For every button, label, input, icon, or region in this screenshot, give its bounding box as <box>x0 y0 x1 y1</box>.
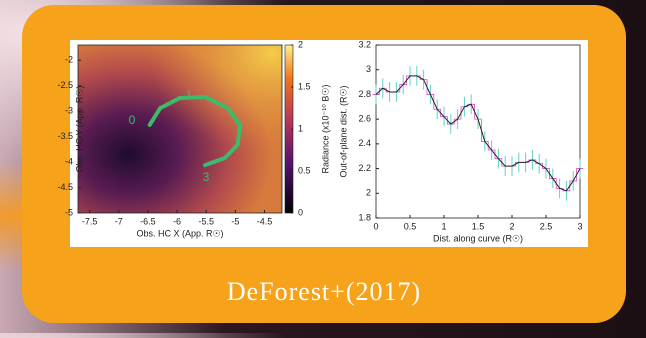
colorbar-tick-label: 2 <box>298 39 303 49</box>
curve-label: 1 <box>186 88 193 102</box>
colorbar-tick-label: 1 <box>298 123 303 133</box>
heatmap-glow <box>78 45 282 213</box>
colorbar-tick-label: 0 <box>298 207 303 217</box>
x-axis-label: Obs. HC X (App. R☉) <box>136 228 223 238</box>
y-tick-label: 2.8 <box>358 89 371 99</box>
y-tick-label: 3 <box>366 64 371 74</box>
y-tick-label: -4.5 <box>57 182 73 192</box>
x-tick-label: 1 <box>441 221 446 231</box>
x-tick-label: -7.5 <box>82 216 98 226</box>
y-tick-label: -2.5 <box>57 80 73 90</box>
colorbar-label: Radiance (x10⁻¹⁰ B☉) <box>320 85 330 174</box>
x-tick-label: 1.5 <box>472 221 485 231</box>
x-axis-label: Dist. along curve (R☉) <box>433 233 523 243</box>
caption: DeForest+(2017) <box>227 277 421 306</box>
y-tick-label: 2.4 <box>358 138 371 148</box>
y-tick-label: -2 <box>65 55 73 65</box>
y-tick-label: 2 <box>366 188 371 198</box>
x-tick-label: 0.5 <box>404 221 417 231</box>
x-tick-label: -7 <box>115 216 123 226</box>
curve-label: 3 <box>203 170 210 184</box>
y-tick-label: 2.6 <box>358 114 371 124</box>
curve-label: 2 <box>237 119 244 133</box>
y-tick-label: 2.2 <box>358 163 371 173</box>
y-axis-label: Out-of-plane dist. (R☉) <box>338 85 348 177</box>
x-tick-label: -5 <box>231 216 239 226</box>
colorbar-tick-label: 0.5 <box>298 165 311 175</box>
x-tick-label: -5.5 <box>198 216 214 226</box>
x-tick-label: 3 <box>577 221 582 231</box>
page: DeForest+(2017) -7.5 -7 -6.5 -6 -5.5 -5 -4.5 -2… <box>0 0 646 333</box>
y-tick-label: 1.8 <box>358 212 371 222</box>
curve-label: 0 <box>129 113 136 127</box>
colorbar-tick-label: 1.5 <box>298 81 311 91</box>
x-tick-label: -6 <box>173 216 181 226</box>
x-tick-label: 2 <box>509 221 514 231</box>
x-tick-label: 0 <box>373 221 378 231</box>
x-tick-label: -6.5 <box>140 216 156 226</box>
y-axis-label: Obs. HC Y (App. R☉) <box>74 86 84 173</box>
slide: DeForest+(2017) -7.5 -7 -6.5 -6 -5.5 -5 -4.5 -2… <box>0 0 646 333</box>
x-tick-label: -4.5 <box>257 216 273 226</box>
y-tick-label: -5 <box>65 207 73 217</box>
y-tick-label: 3.2 <box>358 39 371 49</box>
x-tick-label: 2.5 <box>540 221 553 231</box>
y-tick-label: -3.5 <box>57 131 73 141</box>
y-tick-label: -3 <box>65 106 73 116</box>
y-tick-label: -4 <box>65 156 73 166</box>
